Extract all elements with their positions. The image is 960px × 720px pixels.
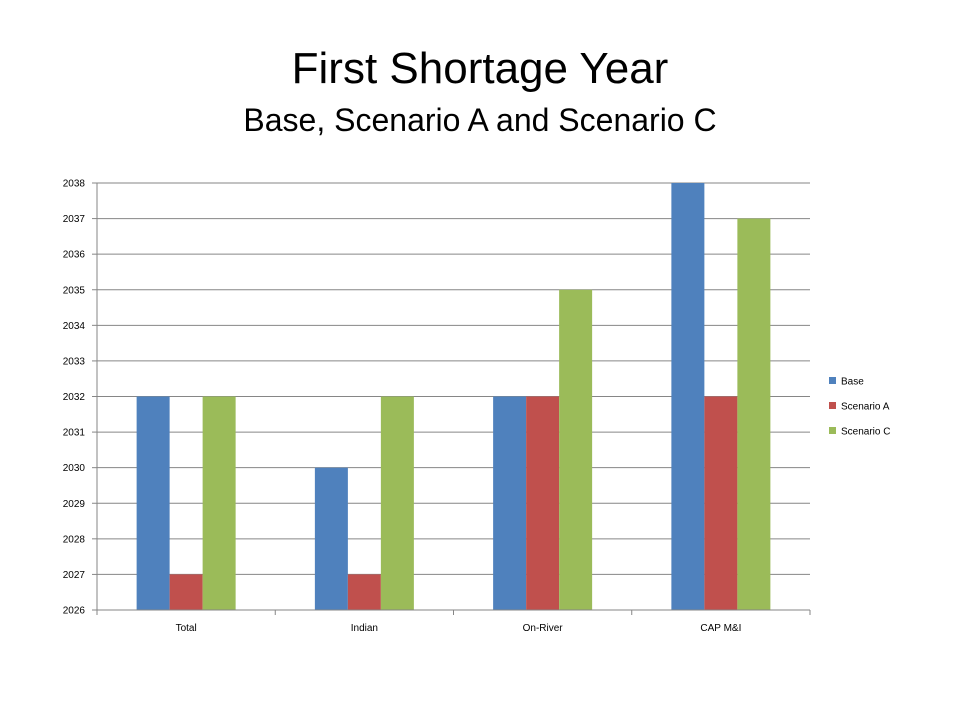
legend-swatch xyxy=(829,427,836,434)
legend-label: Base xyxy=(841,377,864,388)
bar xyxy=(347,574,381,610)
legend-swatch xyxy=(829,402,836,409)
axes xyxy=(92,182,811,615)
chart-subtitle: Base, Scenario A and Scenario C xyxy=(243,102,717,138)
bar xyxy=(737,218,771,611)
bar xyxy=(493,396,527,610)
y-tick-label: 2035 xyxy=(63,285,86,296)
y-tick-label: 2027 xyxy=(63,570,86,581)
y-tick-label: 2034 xyxy=(63,321,86,332)
x-category-label: On-River xyxy=(523,623,564,634)
x-category-label: Indian xyxy=(351,623,378,634)
x-category-label: Total xyxy=(176,623,197,634)
bar xyxy=(526,396,560,610)
y-tick-label: 2032 xyxy=(63,392,86,403)
x-category-label: CAP M&I xyxy=(700,623,741,634)
y-tick-label: 2026 xyxy=(63,606,86,617)
chart-title: First Shortage Year xyxy=(291,44,669,93)
y-tick-label: 2030 xyxy=(63,463,86,474)
y-tick-label: 2031 xyxy=(63,428,86,439)
bar xyxy=(314,467,348,610)
legend-swatch xyxy=(829,377,836,384)
bars xyxy=(136,183,771,611)
legend: Base Scenario A Scenario C xyxy=(829,377,890,438)
legend-label: Scenario A xyxy=(841,402,890,413)
y-tick-label: 2036 xyxy=(63,250,86,261)
y-tick-label: 2033 xyxy=(63,356,86,367)
bar xyxy=(202,396,236,610)
bar xyxy=(704,396,738,610)
legend-label: Scenario C xyxy=(841,427,890,438)
y-tick-label: 2028 xyxy=(63,534,86,545)
axis-labels: 2026 2027 2028 2029 2030 2031 2032 2033 2034 2035… xyxy=(63,179,742,635)
y-tick-label: 2037 xyxy=(63,214,86,225)
bar xyxy=(380,396,414,610)
y-tick-label: 2029 xyxy=(63,499,86,510)
bar xyxy=(671,183,705,610)
bar xyxy=(559,289,593,610)
bar xyxy=(169,574,203,610)
bar xyxy=(136,396,170,610)
y-tick-label: 2038 xyxy=(63,179,86,190)
